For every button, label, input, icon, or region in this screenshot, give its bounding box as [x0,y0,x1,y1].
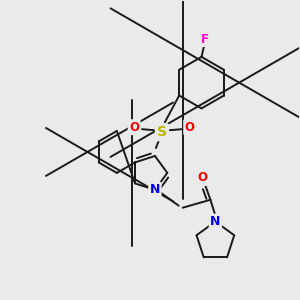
Text: N: N [150,183,160,196]
Text: S: S [157,125,167,139]
Text: O: O [197,172,208,184]
Text: F: F [200,32,208,46]
Text: O: O [184,121,195,134]
Text: O: O [129,121,139,134]
Text: N: N [210,215,220,228]
